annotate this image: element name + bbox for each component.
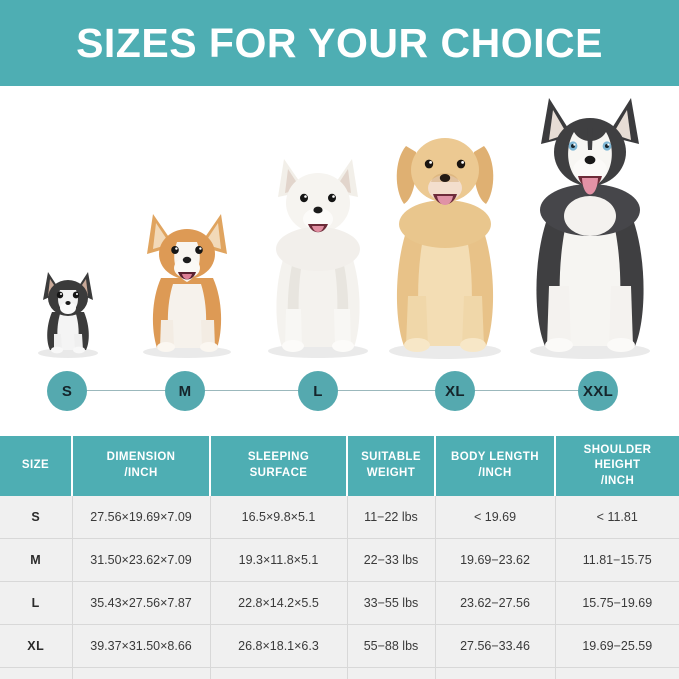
size-badge-s[interactable]: S xyxy=(47,371,87,411)
dog-photo-chihuahua xyxy=(30,250,106,360)
size-scale: S M L XL XXL xyxy=(0,371,679,411)
size-badge-xxl[interactable]: XXL xyxy=(578,371,618,411)
cell-sleeping-surface: 22.8×14.2×5.5 xyxy=(210,581,348,625)
dog-photo-golden-retriever xyxy=(378,108,512,360)
column-header-sleeping-line2: SURFACE xyxy=(249,467,308,479)
size-badge-l[interactable]: L xyxy=(298,371,338,411)
cell-shoulder-height: 15.75−19.69 xyxy=(555,581,679,625)
cell-body-length: 27.56−33.46 xyxy=(435,624,556,668)
cell-size: S xyxy=(0,496,73,539)
column-header-shoulder-height: SHOULDER HEIGHT /INCH xyxy=(555,436,679,496)
table-row: XL 39.37×31.50×8.66 26.8×18.1×6.3 55−88 … xyxy=(0,624,679,668)
column-header-sleeping-line1: SLEEPING xyxy=(247,451,310,464)
cell-shoulder-height: > 25.59 xyxy=(555,667,679,679)
column-header-dimension-line1: DIMENSION xyxy=(106,451,176,464)
cell-suitable-weight: 22−33 lbs xyxy=(347,538,436,582)
cell-dimension: 35.43×27.56×7.87 xyxy=(72,581,211,625)
column-header-body-line2: /INCH xyxy=(478,467,512,479)
column-header-suitable-weight: SUITABLE WEIGHT xyxy=(347,436,436,496)
cell-sleeping-surface: 19.3×11.8×5.1 xyxy=(210,538,348,582)
dog-photo-siberian-husky xyxy=(519,88,661,360)
cell-sleeping-surface: 29.5×20.9×6.7 xyxy=(210,667,348,679)
table-row: L 35.43×27.56×7.87 22.8×14.2×5.5 33−55 l… xyxy=(0,581,679,625)
column-header-shoulder-line2: /INCH xyxy=(600,474,635,487)
size-badge-xl[interactable]: XL xyxy=(435,371,475,411)
cell-suitable-weight: 11−22 lbs xyxy=(347,496,436,539)
cell-suitable-weight: 88 - 110 lbs xyxy=(347,667,436,679)
cell-size: XL xyxy=(0,624,73,668)
cell-dimension: 31.50×23.62×7.09 xyxy=(72,538,211,582)
cell-body-length: 19.69−23.62 xyxy=(435,538,556,582)
dog-photo-corgi xyxy=(133,192,241,360)
column-header-weight-line2: WEIGHT xyxy=(366,467,416,479)
cell-suitable-weight: 55−88 lbs xyxy=(347,624,436,668)
column-header-sleeping-surface: SLEEPING SURFACE xyxy=(210,436,348,496)
page-title: SIZES FOR YOUR CHOICE xyxy=(76,19,603,66)
cell-dimension: 39.37×31.50×8.66 xyxy=(72,624,211,668)
cell-sleeping-surface: 26.8×18.1×6.3 xyxy=(210,624,348,668)
cell-dimension: 27.56×19.69×7.09 xyxy=(72,496,211,539)
header-banner: SIZES FOR YOUR CHOICE xyxy=(0,0,679,86)
cell-shoulder-height: 11.81−15.75 xyxy=(555,538,679,582)
table-header-row: SIZE DIMENSION /INCH SLEEPING SURFACE SU… xyxy=(0,436,679,496)
column-header-size: SIZE xyxy=(0,436,73,496)
column-header-dimension-line2: /INCH xyxy=(124,467,158,479)
cell-shoulder-height: 19.69−25.59 xyxy=(555,624,679,668)
cell-size: XXL xyxy=(0,667,73,679)
column-header-size-line1: SIZE xyxy=(21,459,50,472)
cell-size: M xyxy=(0,538,73,582)
column-header-dimension: DIMENSION /INCH xyxy=(72,436,211,496)
cell-body-length: < 19.69 xyxy=(435,496,556,539)
cell-dimension: 43.31×35.43×8.66 xyxy=(72,667,211,679)
size-table: SIZE DIMENSION /INCH SLEEPING SURFACE SU… xyxy=(0,436,679,679)
table-row: S 27.56×19.69×7.09 16.5×9.8×5.1 11−22 lb… xyxy=(0,496,679,539)
column-header-weight-line1: SUITABLE xyxy=(361,451,421,464)
column-header-body-length: BODY LENGTH /INCH xyxy=(435,436,556,496)
cell-suitable-weight: 33−55 lbs xyxy=(347,581,436,625)
cell-body-length: > 33.46 xyxy=(435,667,556,679)
table-row: M 31.50×23.62×7.09 19.3×11.8×5.1 22−33 l… xyxy=(0,538,679,582)
cell-shoulder-height: < 11.81 xyxy=(555,496,679,539)
cell-size: L xyxy=(0,581,73,625)
size-badge-m[interactable]: M xyxy=(165,371,205,411)
dog-photo-band xyxy=(0,86,679,416)
cell-body-length: 23.62−27.56 xyxy=(435,581,556,625)
dog-photo-samoyed xyxy=(258,145,378,360)
table-row: XXL 43.31×35.43×8.66 29.5×20.9×6.7 88 - … xyxy=(0,667,679,679)
column-header-body-line1: BODY LENGTH xyxy=(451,451,539,464)
cell-sleeping-surface: 16.5×9.8×5.1 xyxy=(210,496,348,539)
column-header-shoulder-line1: SHOULDER HEIGHT xyxy=(583,443,652,472)
